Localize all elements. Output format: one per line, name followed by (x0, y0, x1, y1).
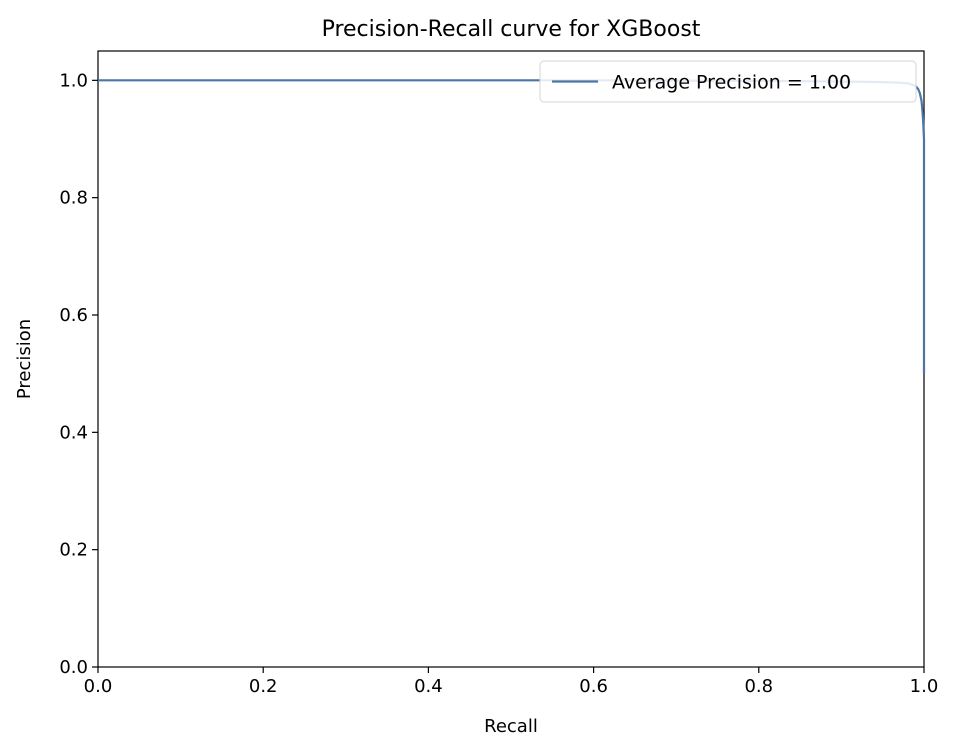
legend: Average Precision = 1.00 (539, 60, 917, 103)
x-tick-label: 0.2 (249, 676, 278, 697)
legend-box (539, 60, 917, 103)
y-axis: 0.0 0.2 0.4 0.6 0.8 1.0 (59, 70, 98, 678)
y-tick-label: 0.6 (59, 305, 88, 326)
y-tick-label: 0.4 (59, 422, 88, 443)
series-layer (98, 79, 926, 374)
x-tick-label: 0.0 (84, 676, 113, 697)
x-tick-label: 0.4 (414, 676, 443, 697)
y-tick-label: 0.0 (59, 657, 88, 678)
series-line-0 (98, 79, 926, 374)
y-tick-label: 0.2 (59, 540, 88, 561)
plot-area (97, 50, 925, 668)
x-axis-label: Recall (484, 716, 538, 737)
legend-label: Average Precision = 1.00 (612, 72, 851, 94)
y-axis-label: Precision (14, 319, 35, 399)
y-tick-label: 1.0 (59, 70, 88, 91)
x-tick-label: 1.0 (910, 676, 939, 697)
plot-frame (97, 50, 925, 668)
x-axis: 0.0 0.2 0.4 0.6 0.8 1.0 (84, 667, 939, 697)
x-tick-label: 0.6 (579, 676, 608, 697)
chart-title: Precision-Recall curve for XGBoost (322, 17, 701, 42)
x-tick-label: 0.8 (744, 676, 773, 697)
y-tick-label: 0.8 (59, 188, 88, 209)
